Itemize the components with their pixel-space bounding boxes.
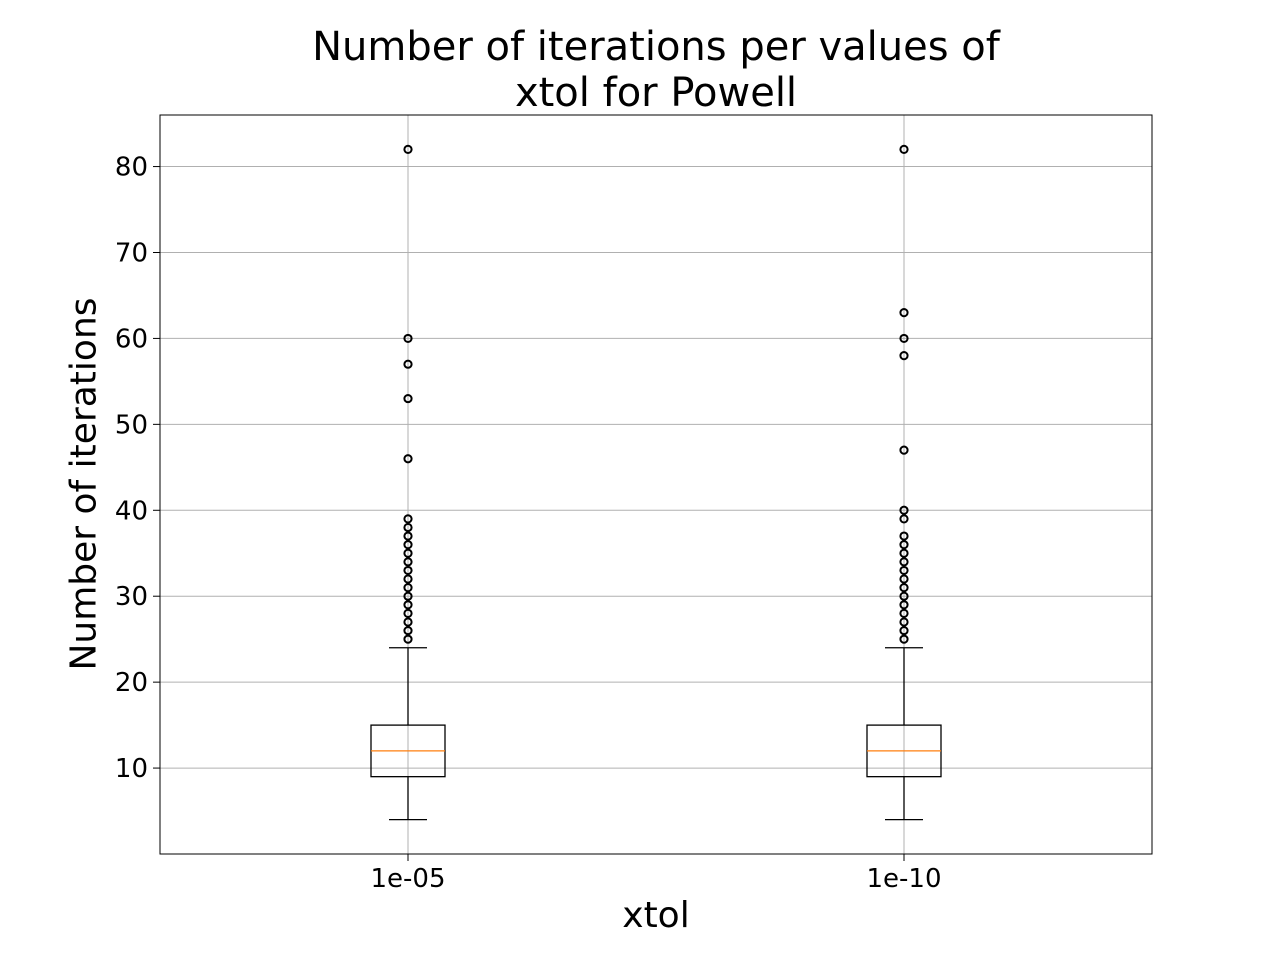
outlier-point [403,608,413,618]
outlier-point [403,144,413,154]
outlier-point [899,617,909,627]
outlier-point [899,583,909,593]
outlier-point [403,583,413,593]
outlier-point [899,600,909,610]
y-tick-label: 50 [115,410,148,440]
chart-title-line-2: xtol for Powell [514,70,798,116]
y-tick-label: 70 [115,238,148,268]
outlier-point [403,625,413,636]
outlier-point [899,308,909,318]
outlier-point [899,351,909,361]
outlier-point [899,445,909,455]
outlier-point [403,514,413,524]
outlier-point [899,565,909,576]
outlier-point [403,531,413,541]
outlier-point [403,591,413,601]
outlier-point [403,522,413,533]
outlier-point [403,634,413,644]
plot-frame [159,114,1153,855]
y-tick-label: 30 [115,582,148,612]
outlier-point [899,557,909,567]
outlier-point [899,514,909,524]
outlier-point [899,625,909,636]
outlier-point [403,454,413,464]
outlier-point [403,540,413,550]
outlier-point [899,333,909,344]
outlier-point [899,144,909,154]
y-tick-label: 10 [115,754,148,784]
outlier-point [403,393,413,404]
outlier-point [899,634,909,644]
outlier-point [899,540,909,550]
outlier-point [899,574,909,584]
outlier-point [403,600,413,610]
outlier-point [403,574,413,584]
outlier-point [403,333,413,344]
x-tick-label: 1e-10 [866,864,941,894]
outlier-point [403,557,413,567]
outlier-point [403,617,413,627]
outlier-point [899,608,909,618]
x-axis-label: xtol [622,895,690,936]
outlier-point [899,531,909,541]
outlier-point [899,505,909,515]
y-tick-label: 40 [115,496,148,526]
x-tick-label: 1e-05 [370,864,445,894]
y-tick-label: 80 [115,153,148,183]
outlier-point [403,548,413,558]
chart-title-line-1: Number of iterations per values of [312,24,1000,70]
y-tick-label: 60 [115,324,148,354]
outlier-point [899,548,909,558]
y-axis-label: Number of iterations [63,297,105,671]
outlier-point [403,565,413,576]
outlier-point [899,591,909,601]
outlier-point [403,359,413,369]
y-tick-label: 20 [115,668,148,698]
